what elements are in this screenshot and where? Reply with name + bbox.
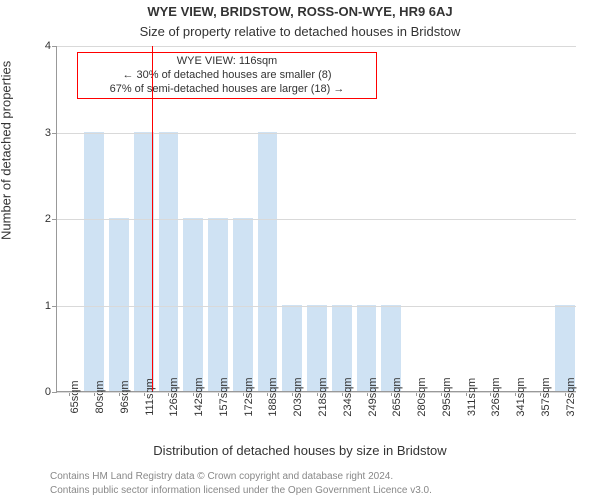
annotation-line: WYE VIEW: 116sqm xyxy=(84,55,370,69)
bar xyxy=(258,132,278,392)
gridline xyxy=(57,392,576,393)
ytick-label: 0 xyxy=(45,386,51,398)
bar xyxy=(134,132,154,392)
ytick-label: 4 xyxy=(45,40,51,52)
ytick-label: 3 xyxy=(45,127,51,139)
chart-title-line2: Size of property relative to detached ho… xyxy=(0,24,600,39)
xtick-label: 234sqm xyxy=(342,377,354,416)
annotation-line: ← 30% of detached houses are smaller (8) xyxy=(84,69,370,83)
xtick-label: 96sqm xyxy=(119,380,131,413)
chart-container: WYE VIEW, BRIDSTOW, ROSS-ON-WYE, HR9 6AJ… xyxy=(0,0,600,500)
footnote-line2: Contains public sector information licen… xyxy=(50,485,432,496)
xtick-label: 126sqm xyxy=(168,377,180,416)
ytick-label: 1 xyxy=(45,300,51,312)
ytick-mark xyxy=(52,392,57,393)
xtick-label: 357sqm xyxy=(540,377,552,416)
xtick-label: 65sqm xyxy=(69,380,81,413)
bar xyxy=(183,218,203,391)
xtick-label: 341sqm xyxy=(515,377,527,416)
ytick-mark xyxy=(52,219,57,220)
xtick-label: 188sqm xyxy=(267,377,279,416)
gridline xyxy=(57,219,576,220)
bar xyxy=(109,218,129,391)
xtick-label: 111sqm xyxy=(144,378,156,416)
gridline xyxy=(57,133,576,134)
ytick-mark xyxy=(52,306,57,307)
gridline xyxy=(57,306,576,307)
reference-line xyxy=(152,46,153,391)
xtick-label: 80sqm xyxy=(94,380,106,413)
bar xyxy=(159,132,179,392)
xtick-label: 172sqm xyxy=(243,377,255,416)
ytick-mark xyxy=(52,46,57,47)
xtick-label: 249sqm xyxy=(367,377,379,416)
xtick-label: 311sqm xyxy=(466,378,478,416)
bar xyxy=(233,218,253,391)
xtick-label: 326sqm xyxy=(490,377,502,416)
annotation-line: 67% of semi-detached houses are larger (… xyxy=(84,83,370,97)
y-axis-label: Number of detached properties xyxy=(0,61,14,240)
xtick-label: 372sqm xyxy=(565,377,577,416)
xtick-label: 157sqm xyxy=(218,377,230,416)
bar xyxy=(84,132,104,392)
xtick-label: 218sqm xyxy=(317,377,329,416)
xtick-label: 142sqm xyxy=(193,377,205,416)
xtick-label: 265sqm xyxy=(391,377,403,416)
ytick-label: 2 xyxy=(45,213,51,225)
footnote-line1: Contains HM Land Registry data © Crown c… xyxy=(50,471,393,482)
gridline xyxy=(57,46,576,47)
xtick-label: 295sqm xyxy=(441,377,453,416)
xtick-label: 203sqm xyxy=(292,377,304,416)
x-axis-label: Distribution of detached houses by size … xyxy=(0,443,600,458)
ytick-mark xyxy=(52,133,57,134)
plot-area: 65sqm80sqm96sqm111sqm126sqm142sqm157sqm1… xyxy=(56,46,576,392)
chart-title-line1: WYE VIEW, BRIDSTOW, ROSS-ON-WYE, HR9 6AJ xyxy=(0,4,600,19)
annotation-box: WYE VIEW: 116sqm← 30% of detached houses… xyxy=(77,52,377,99)
xtick-label: 280sqm xyxy=(416,377,428,416)
bar xyxy=(208,218,228,391)
